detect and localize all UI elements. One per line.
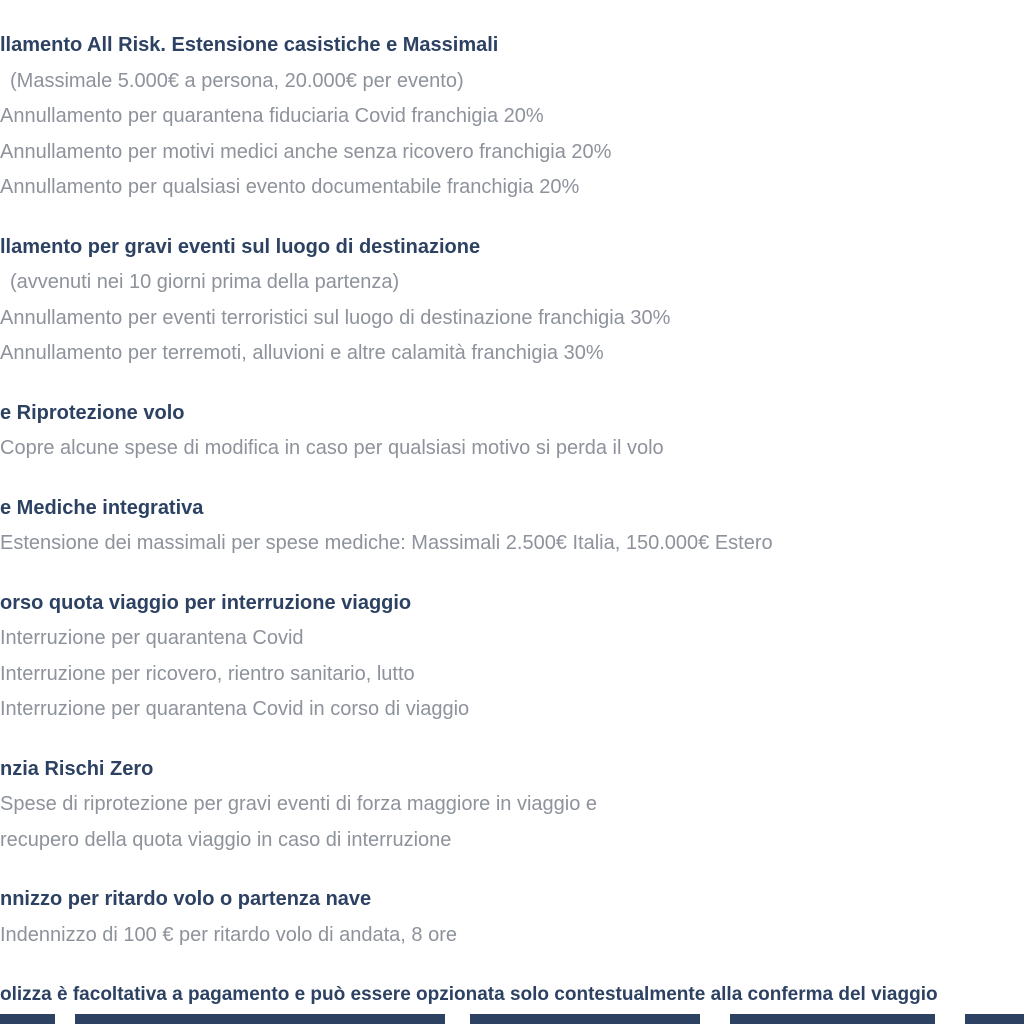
- table-header-bar-segment: [965, 1014, 1024, 1024]
- section-title: e Mediche integrativa: [0, 496, 204, 519]
- section-title: e Riprotezione volo: [0, 401, 185, 424]
- coverage-line: Annullamento per eventi terroristici sul…: [0, 306, 671, 329]
- coverage-note: (Massimale 5.000€ a persona, 20.000€ per…: [10, 69, 464, 92]
- section-title: orso quota viaggio per interruzione viag…: [0, 591, 412, 614]
- section-riprotezione-volo: e Riprotezione volo Copre alcune spese d…: [0, 396, 1024, 467]
- section-indennizzo-ritardo: nnizzo per ritardo volo o partenza nave …: [0, 882, 1024, 953]
- coverage-line: Copre alcune spese di modifica in caso p…: [0, 437, 664, 459]
- table-header-bar-segment: [75, 1014, 445, 1024]
- coverage-line: Interruzione per quarantena Covid: [0, 627, 304, 649]
- coverage-line: Indennizzo di 100 € per ritardo volo di …: [0, 923, 457, 946]
- section-spese-mediche: e Mediche integrativa Estensione dei mas…: [0, 491, 1024, 562]
- table-header-bar-segment: [0, 1014, 55, 1024]
- table-header-bar-segment: [730, 1014, 935, 1024]
- section-rimborso-interruzione: orso quota viaggio per interruzione viag…: [0, 586, 1024, 728]
- coverage-line: Interruzione per quarantena Covid in cor…: [0, 698, 470, 720]
- policy-optional-note: olizza è facoltativa a pagamento e può e…: [0, 984, 938, 1005]
- coverage-line: Spese di riprotezione per gravi eventi d…: [0, 793, 598, 815]
- coverage-line: Interruzione per ricovero, rientro sanit…: [0, 662, 415, 685]
- section-title: llamento per gravi eventi sul luogo di d…: [0, 235, 481, 258]
- table-header-bar-segment: [470, 1014, 700, 1024]
- coverage-note: (avvenuti nei 10 giorni prima della part…: [10, 271, 400, 293]
- section-title: nnizzo per ritardo volo o partenza nave: [0, 888, 372, 910]
- coverage-line: recupero della quota viaggio in caso di …: [0, 828, 452, 851]
- section-annullamento-gravi-eventi: llamento per gravi eventi sul luogo di d…: [0, 230, 1024, 372]
- section-title: llamento All Risk. Estensione casistiche…: [0, 34, 499, 56]
- coverage-line: Annullamento per terremoti, alluvioni e …: [0, 342, 604, 364]
- coverage-line: Annullamento per motivi medici anche sen…: [0, 140, 612, 163]
- coverage-line: Annullamento per quarantena fiduciaria C…: [0, 105, 544, 127]
- section-annullamento-all-risk: llamento All Risk. Estensione casistiche…: [0, 28, 1024, 206]
- coverage-line: Annullamento per qualsiasi evento docume…: [0, 176, 580, 198]
- section-garanzia-rischi-zero: nzia Rischi Zero Spese di riprotezione p…: [0, 752, 1024, 859]
- cutoff-table-header-bar: [0, 1014, 1024, 1024]
- coverage-line: Estensione dei massimali per spese medic…: [0, 532, 773, 554]
- section-title: nzia Rischi Zero: [0, 757, 154, 780]
